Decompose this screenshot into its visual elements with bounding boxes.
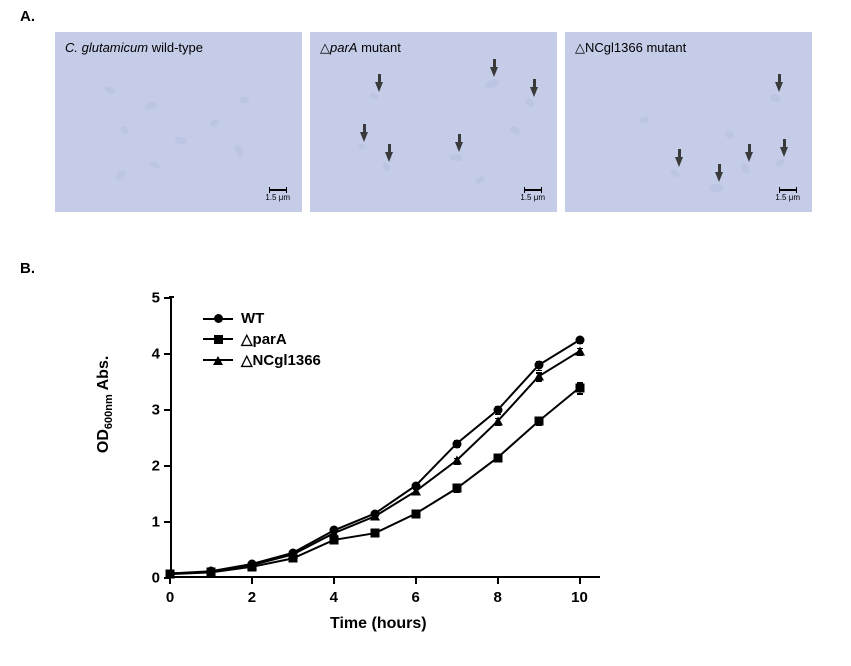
data-marker bbox=[288, 550, 298, 559]
x-tick-label: 6 bbox=[412, 589, 420, 606]
panel-a-container: C. glutamicum wild-type 1.5 μm △parA mut… bbox=[55, 32, 812, 212]
x-tick-label: 2 bbox=[248, 589, 256, 606]
data-marker bbox=[493, 406, 502, 415]
y-tick-label: 4 bbox=[140, 346, 160, 363]
scale-bar: 1.5 μm bbox=[520, 189, 545, 202]
data-marker bbox=[493, 417, 503, 426]
data-marker bbox=[534, 372, 544, 381]
data-marker bbox=[411, 487, 421, 496]
cell-arrow-icon bbox=[775, 82, 783, 92]
y-tick-label: 2 bbox=[140, 458, 160, 475]
scale-bar: 1.5 μm bbox=[775, 189, 800, 202]
y-tick-label: 3 bbox=[140, 402, 160, 419]
data-marker bbox=[575, 347, 585, 356]
data-marker bbox=[452, 484, 461, 493]
data-marker bbox=[247, 561, 257, 570]
cell-arrow-icon bbox=[530, 87, 538, 97]
image-title-ncgl: △NCgl1366 mutant bbox=[575, 40, 686, 56]
data-marker bbox=[534, 361, 543, 370]
cell-arrow-icon bbox=[385, 152, 393, 162]
x-axis-title: Time (hours) bbox=[330, 615, 427, 633]
y-tick-label: 1 bbox=[140, 514, 160, 531]
data-marker bbox=[329, 529, 339, 538]
cell-arrow-icon bbox=[780, 147, 788, 157]
data-marker bbox=[206, 567, 216, 576]
cell-arrow-icon bbox=[490, 67, 498, 77]
microscopy-image-wildtype: C. glutamicum wild-type 1.5 μm bbox=[55, 32, 302, 212]
cell-arrow-icon bbox=[375, 82, 383, 92]
data-marker bbox=[493, 453, 502, 462]
image-title-wildtype: C. glutamicum wild-type bbox=[65, 40, 203, 55]
y-tick-label: 0 bbox=[140, 570, 160, 587]
cell-arrow-icon bbox=[715, 172, 723, 182]
image-title-para: △parA mutant bbox=[320, 40, 401, 56]
data-marker bbox=[452, 456, 462, 465]
scale-bar: 1.5 μm bbox=[265, 189, 290, 202]
data-marker bbox=[411, 509, 420, 518]
data-marker bbox=[452, 439, 461, 448]
panel-a-label: A. bbox=[20, 8, 35, 25]
panel-b-label: B. bbox=[20, 260, 35, 277]
data-marker bbox=[575, 336, 584, 345]
data-marker bbox=[165, 569, 175, 578]
x-tick-label: 8 bbox=[493, 589, 501, 606]
cell-arrow-icon bbox=[675, 157, 683, 167]
microscopy-image-ncgl: △NCgl1366 mutant 1.5 μm bbox=[565, 32, 812, 212]
chart-lines bbox=[170, 298, 600, 578]
x-tick-label: 4 bbox=[330, 589, 338, 606]
x-tick-label: 10 bbox=[571, 589, 588, 606]
cell-arrow-icon bbox=[360, 132, 368, 142]
data-marker bbox=[575, 383, 584, 392]
y-tick-label: 5 bbox=[140, 290, 160, 307]
microscopy-image-para: △parA mutant 1.5 μm bbox=[310, 32, 557, 212]
x-tick-label: 0 bbox=[166, 589, 174, 606]
cell-arrow-icon bbox=[745, 152, 753, 162]
data-marker bbox=[370, 512, 380, 521]
growth-chart: OD600nm Abs. Time (hours) WT △parA △NCgl… bbox=[95, 290, 655, 630]
cell-arrow-icon bbox=[455, 142, 463, 152]
y-axis-title: OD600nm Abs. bbox=[95, 356, 115, 453]
data-marker bbox=[534, 417, 543, 426]
data-marker bbox=[370, 529, 379, 538]
chart-plot-area: WT △parA △NCgl1366 0123450246810 bbox=[170, 298, 600, 578]
